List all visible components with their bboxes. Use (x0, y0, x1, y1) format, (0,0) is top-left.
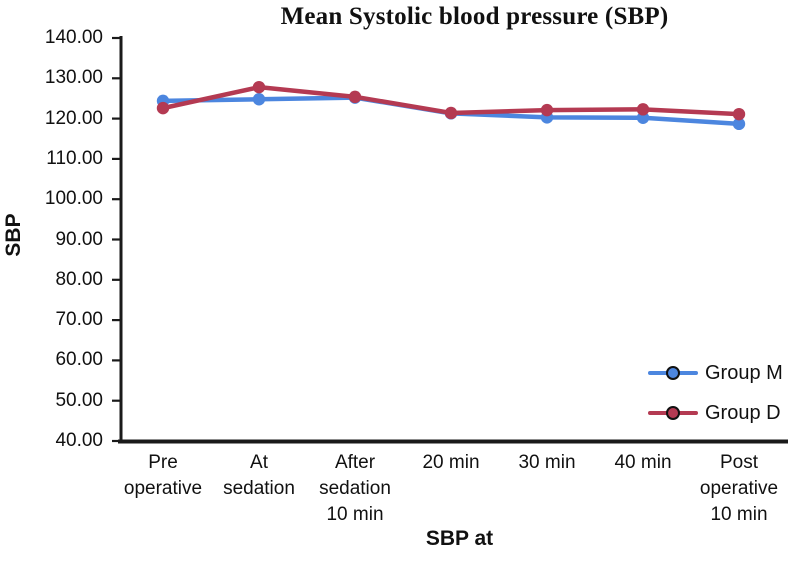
y-tick-label: 40.00 (55, 430, 103, 451)
y-tick-label: 140.00 (44, 27, 103, 48)
data-point-group-d (348, 90, 362, 104)
y-tick-label: 110.00 (46, 147, 103, 169)
legend: Group M Group D (648, 361, 783, 441)
chart-title: Mean Systolic blood pressure (SBP) (280, 3, 669, 30)
data-point-group-d (732, 107, 746, 121)
y-tick-label: 80.00 (55, 268, 103, 290)
x-tick-label: Post operative 10 min (699, 452, 779, 525)
x-tick-label: 40 min (614, 452, 672, 473)
group-d-legend-dot (666, 406, 680, 420)
y-tick-label: 90.00 (55, 228, 103, 250)
x-tick-label: 30 min (518, 452, 576, 473)
y-tick-label: 50.00 (55, 389, 103, 411)
x-axis-title: SBP at (425, 527, 494, 550)
data-point-group-d (540, 103, 554, 117)
x-tick-label: After sedation 10 min (319, 452, 391, 525)
group-m-legend-dot (666, 366, 680, 380)
y-tick-label: 130.00 (44, 67, 103, 89)
x-tick-label: Pre operative (123, 452, 203, 499)
y-tick-label: 60.00 (55, 349, 103, 371)
legend-item-group-d: Group D (648, 401, 783, 425)
data-point-group-d (444, 106, 458, 120)
y-tick-label: 100.00 (44, 188, 103, 210)
legend-item-group-m: Group M (648, 361, 783, 385)
y-tick-label: 70.00 (55, 309, 103, 331)
x-tick-label: 20 min (422, 452, 480, 473)
y-tick-label: 120.00 (44, 107, 103, 129)
data-point-group-m (732, 117, 746, 131)
data-point-group-m (252, 93, 266, 106)
x-tick-label: At sedation (223, 452, 295, 499)
data-point-group-d (156, 101, 170, 115)
group-d-line-marker-icon (648, 406, 698, 421)
legend-label-group-m: Group M (705, 361, 783, 384)
data-point-group-d (636, 103, 650, 116)
data-point-group-d (252, 80, 266, 94)
group-m-line-marker-icon (648, 366, 698, 381)
legend-label-group-d: Group D (705, 401, 781, 424)
